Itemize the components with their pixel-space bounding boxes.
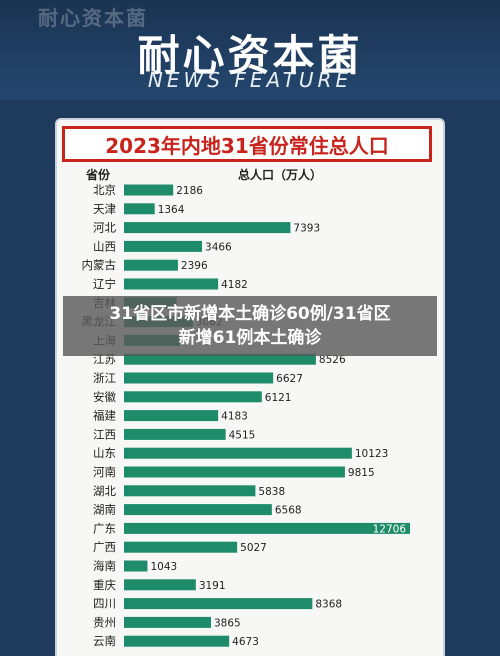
population-bar bbox=[124, 278, 219, 290]
province-label: 贵州 bbox=[93, 615, 116, 629]
brand-title: 耐心资本菌 bbox=[137, 31, 363, 80]
population-bar bbox=[124, 391, 262, 403]
bar-value-label: 6121 bbox=[265, 392, 292, 404]
bar-value-label: 6568 bbox=[275, 505, 302, 517]
province-label: 重庆 bbox=[93, 578, 116, 592]
population-bar bbox=[124, 616, 211, 628]
bar-value-label: 4515 bbox=[229, 429, 256, 441]
bar-value-label: 9815 bbox=[348, 467, 375, 479]
population-bar bbox=[124, 353, 316, 365]
bar-value-label: 2186 bbox=[176, 185, 203, 197]
bar-value-label: 3466 bbox=[205, 241, 232, 253]
population-bar bbox=[124, 410, 219, 422]
province-label: 浙江 bbox=[93, 371, 116, 385]
population-column-header: 总人口（万人） bbox=[238, 168, 323, 182]
province-label: 江西 bbox=[93, 427, 116, 441]
bar-value-label: 1364 bbox=[158, 204, 185, 216]
bar-value-label: 4183 bbox=[221, 411, 248, 423]
population-bar bbox=[124, 598, 313, 610]
population-bar bbox=[124, 428, 226, 440]
population-bar bbox=[124, 447, 352, 459]
province-label: 山西 bbox=[93, 239, 116, 253]
bar-value-label: 8526 bbox=[319, 354, 346, 366]
population-bar bbox=[124, 579, 196, 591]
province-label: 四川 bbox=[93, 597, 116, 611]
bar-value-label: 12706 bbox=[373, 523, 407, 535]
headline-line-2: 新增61例本土确诊 bbox=[178, 328, 322, 348]
province-label: 福建 bbox=[93, 409, 116, 423]
chart-title: 2023年内地31省份常住总人口 bbox=[62, 126, 432, 162]
province-label: 北京 bbox=[93, 183, 116, 197]
province-column-header: 省份 bbox=[86, 168, 111, 182]
province-label: 云南 bbox=[93, 634, 116, 648]
bar-value-label: 4182 bbox=[221, 279, 248, 291]
bar-value-label: 3865 bbox=[214, 617, 241, 629]
bar-value-label: 3191 bbox=[199, 580, 226, 592]
watermark-text: 耐心资本菌 bbox=[38, 6, 148, 30]
population-bar bbox=[124, 541, 238, 553]
population-bar bbox=[124, 560, 148, 572]
population-bar bbox=[124, 466, 345, 478]
province-label: 河北 bbox=[93, 221, 116, 235]
province-label: 海南 bbox=[93, 559, 116, 573]
province-label: 湖南 bbox=[93, 503, 116, 517]
province-label: 河南 bbox=[93, 465, 116, 479]
headline-line-1: 31省区市新增本土确诊60例/31省区 bbox=[109, 304, 391, 324]
bar-value-label: 6627 bbox=[276, 373, 303, 385]
province-label: 湖北 bbox=[93, 484, 116, 498]
population-bar bbox=[124, 184, 174, 196]
province-label: 广东 bbox=[93, 521, 116, 535]
population-bar bbox=[124, 203, 155, 215]
province-label: 广西 bbox=[93, 540, 116, 554]
bar-value-label: 5027 bbox=[240, 542, 267, 554]
population-bar bbox=[124, 372, 274, 384]
population-bar bbox=[124, 522, 410, 534]
header-banner: 耐心资本菌 耐心资本菌 NEWS FEATURE bbox=[0, 0, 500, 100]
bar-value-label: 10123 bbox=[355, 448, 388, 460]
province-label: 天津 bbox=[93, 202, 116, 216]
province-label: 辽宁 bbox=[93, 277, 116, 291]
population-bar bbox=[124, 259, 178, 271]
news-headline-overlay: 31省区市新增本土确诊60例/31省区 新增61例本土确诊 bbox=[63, 296, 437, 356]
population-bar bbox=[124, 635, 230, 647]
population-bar bbox=[124, 485, 256, 497]
province-label: 安徽 bbox=[93, 390, 116, 404]
bar-value-label: 1043 bbox=[150, 561, 177, 573]
bar-value-label: 8368 bbox=[315, 599, 342, 611]
bar-value-label: 5838 bbox=[258, 486, 285, 498]
bar-value-label: 7393 bbox=[293, 223, 320, 235]
population-bar bbox=[124, 222, 291, 234]
province-label: 山东 bbox=[93, 446, 116, 460]
province-label: 内蒙古 bbox=[82, 258, 117, 272]
bar-value-label: 2396 bbox=[181, 260, 208, 272]
population-bar bbox=[124, 504, 272, 516]
news-feature-subtitle: NEWS FEATURE bbox=[147, 68, 353, 92]
chart-panel bbox=[55, 118, 445, 656]
population-bar bbox=[124, 240, 203, 252]
bar-value-label: 4673 bbox=[232, 636, 259, 648]
